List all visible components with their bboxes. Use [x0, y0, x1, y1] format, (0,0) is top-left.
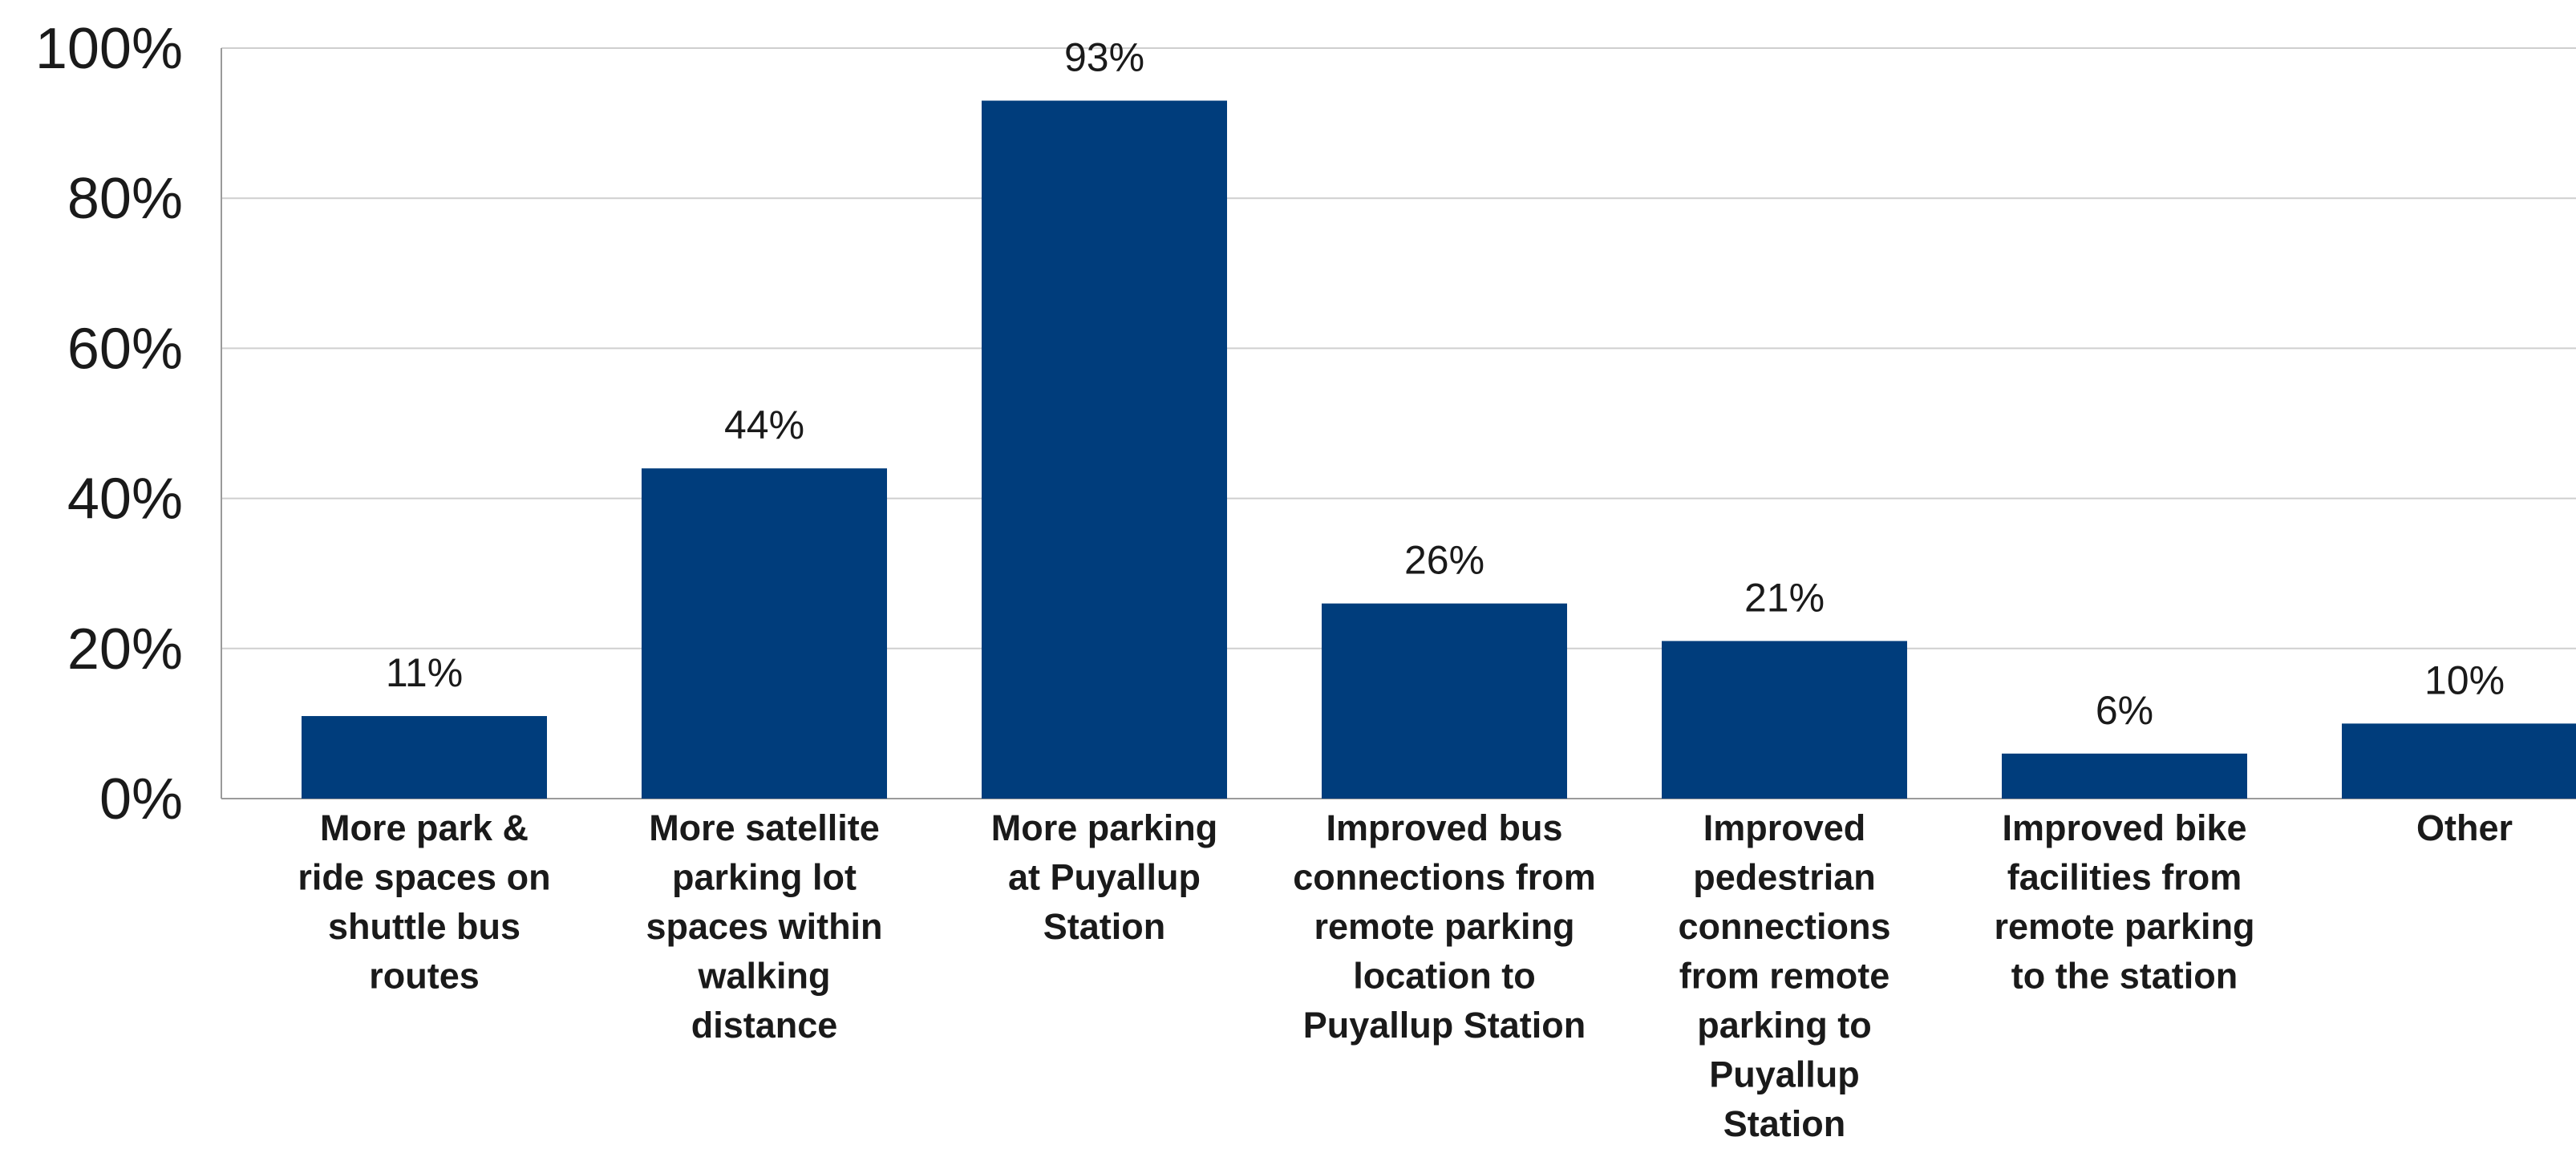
bar — [1662, 641, 1907, 799]
category-label-line: Puyallup — [1709, 1054, 1860, 1095]
category-label: Improved bus connections from remote parki… — [1293, 807, 1596, 1046]
data-labels: 11% 44% 93% 26% 21% 6% 10% — [386, 35, 2505, 733]
category-label-line: parking lot — [672, 857, 857, 898]
y-tick-label: 80% — [67, 167, 183, 231]
category-label: Improved bike facilities from remote parki… — [1994, 807, 2254, 997]
category-label-line: at Puyallup — [1008, 857, 1201, 898]
category-label: More park & ride spaces on shuttle bus rout… — [298, 807, 550, 997]
bar — [2342, 723, 2576, 799]
category-label-line: location to — [1353, 956, 1535, 997]
category-label: More parking at Puyallup Station — [991, 807, 1218, 947]
bar — [1322, 603, 1567, 799]
category-label-line: distance — [691, 1005, 838, 1046]
category-label: More satellite parking lot spaces within wa… — [646, 807, 882, 1046]
category-label-line: pedestrian — [1693, 857, 1876, 898]
bar — [302, 716, 547, 799]
category-label-line: walking — [697, 956, 830, 997]
category-label-line: More park & — [320, 807, 529, 848]
category-label-line: Improved bus — [1326, 807, 1562, 848]
category-labels: More park & ride spaces on shuttle bus rout… — [298, 807, 2513, 1144]
category-label-line: ride spaces on — [298, 857, 550, 898]
bar — [2002, 753, 2247, 799]
y-tick-label: 40% — [67, 467, 183, 532]
data-label: 21% — [1744, 575, 1825, 620]
data-label: 26% — [1404, 538, 1484, 583]
y-tick-label: 100% — [35, 17, 183, 81]
data-label: 44% — [724, 403, 804, 447]
category-label: Improved pedestrian connections from remote… — [1678, 807, 1890, 1144]
category-label-line: Puyallup Station — [1303, 1005, 1586, 1046]
category-label-line: routes — [369, 956, 480, 997]
category-label-line: More satellite — [649, 807, 880, 848]
category-label-line: from remote — [1679, 956, 1890, 997]
y-tick-label: 20% — [67, 617, 183, 682]
category-label-line: parking to — [1697, 1005, 1872, 1046]
gridlines — [221, 47, 2576, 649]
data-label: 10% — [2424, 657, 2505, 702]
y-tick-label: 0% — [99, 767, 183, 831]
category-label-line: connections from — [1293, 857, 1596, 898]
category-label-line: Improved — [1703, 807, 1866, 848]
bar — [642, 468, 887, 799]
category-label-line: remote parking — [1314, 906, 1574, 947]
category-label-line: spaces within — [646, 906, 882, 947]
category-label-line: to the station — [2011, 956, 2238, 997]
category-label-line: connections — [1678, 906, 1890, 947]
category-label: Other — [2416, 807, 2513, 848]
category-label-line: shuttle bus — [328, 906, 520, 947]
category-label-line: Other — [2416, 807, 2513, 848]
bar — [982, 100, 1227, 799]
y-tick-label: 60% — [67, 317, 183, 381]
y-tick-labels: 0% 20% 40% 60% 80% 100% — [35, 17, 183, 831]
bars — [302, 100, 2576, 799]
category-label-line: Station — [1723, 1103, 1846, 1144]
category-label-line: Improved bike — [2002, 807, 2246, 848]
data-label: 93% — [1064, 35, 1144, 80]
category-label-line: remote parking — [1994, 906, 2254, 947]
category-label-line: More parking — [991, 807, 1218, 848]
data-label: 11% — [386, 650, 463, 695]
category-label-line: Station — [1043, 906, 1166, 947]
data-label: 6% — [2096, 688, 2153, 733]
category-label-line: facilities from — [2007, 857, 2242, 898]
